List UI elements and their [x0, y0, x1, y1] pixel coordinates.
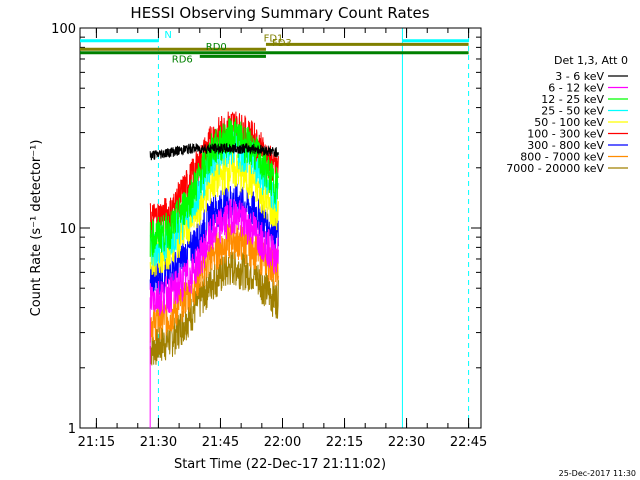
footer-date: 25-Dec-2017 11:30	[559, 469, 636, 478]
y-tick-label: 100	[51, 22, 76, 37]
y-axis-label: Count Rate (s⁻¹ detector⁻¹)	[29, 140, 44, 317]
x-tick-label: 21:15	[78, 435, 115, 450]
flag-label-2: FD1	[264, 33, 284, 44]
legend-label-7: 800 - 7000 keV	[520, 151, 604, 164]
y-tick-label: 1	[68, 422, 76, 437]
x-axis-label: Start Time (22-Dec-17 21:11:02)	[174, 457, 386, 472]
legend-label-8: 7000 - 20000 keV	[506, 162, 604, 175]
y-tick-label: 10	[59, 222, 76, 237]
x-tick-label: 22:00	[264, 435, 301, 450]
flag-label-4: RD0	[206, 42, 227, 53]
flag-label-0: N	[164, 30, 171, 41]
legend-label-2: 12 - 25 keV	[541, 93, 604, 106]
legend-header: Det 1,3, Att 0	[554, 54, 628, 67]
legend-label-1: 6 - 12 keV	[548, 82, 604, 95]
legend-label-0: 3 - 6 keV	[555, 70, 604, 83]
chart-title: HESSI Observing Summary Count Rates	[130, 4, 429, 22]
legend-label-4: 50 - 100 keV	[534, 116, 604, 129]
plot-frame	[79, 27, 482, 429]
x-tick-label: 22:45	[450, 435, 487, 450]
flag-label-3: FD3	[272, 38, 292, 49]
series-line-0	[149, 142, 279, 161]
flag-label-5: RD6	[172, 54, 193, 65]
x-tick-label: 21:30	[140, 435, 177, 450]
legend-label-5: 100 - 300 keV	[527, 128, 604, 141]
series-line-1	[149, 198, 279, 316]
x-tick-label: 22:15	[326, 435, 363, 450]
legend-label-6: 300 - 800 keV	[527, 139, 604, 152]
plot-area: 21:15 21:30 21:45 22:00 22:15 22:30 22:45 1 10 10…	[51, 22, 487, 450]
x-tick-label: 22:30	[388, 435, 425, 450]
legend-label-3: 25 - 50 keV	[541, 105, 604, 118]
x-tick-label: 21:45	[202, 435, 239, 450]
